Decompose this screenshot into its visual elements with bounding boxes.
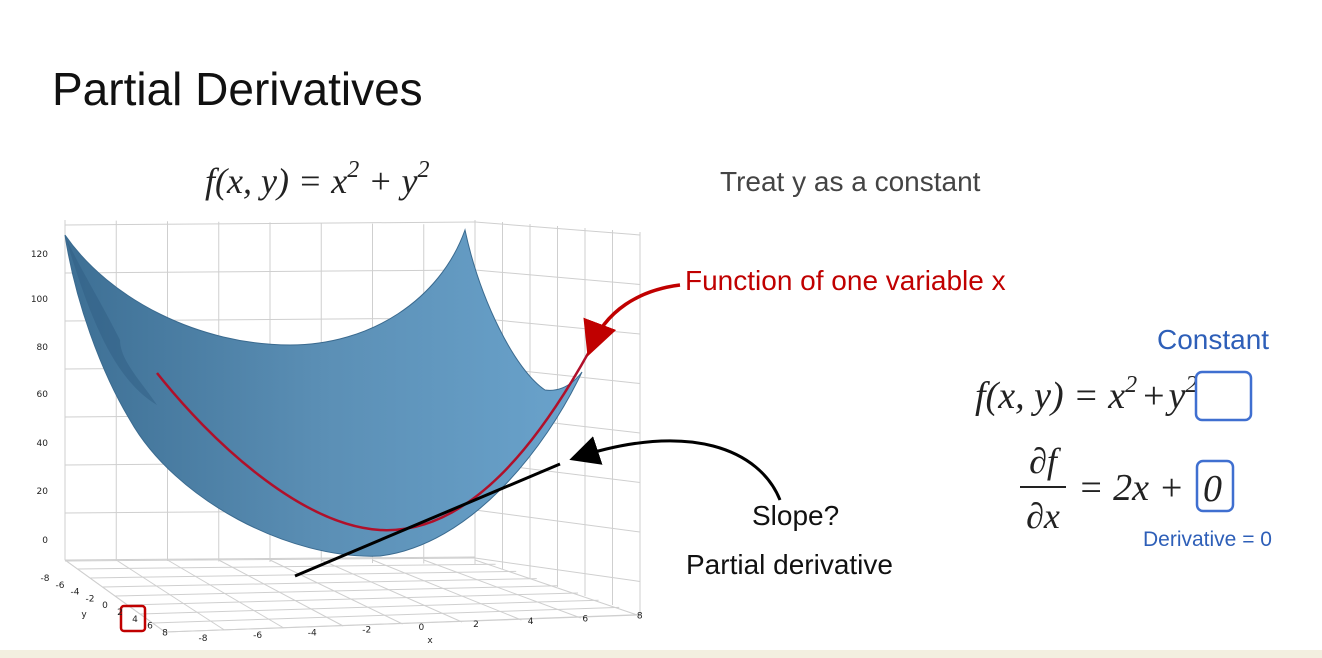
y-tick-label: -4 [71,588,80,598]
grid-line [64,221,476,226]
fr-exp: 2 [1125,372,1137,398]
curve [156,349,592,532]
grid-line [139,599,599,615]
z-tick-label: 80 [37,343,49,353]
z-tick-label: 100 [31,295,48,305]
arrow-black [569,436,782,501]
z-tick-label: 20 [37,487,49,497]
grid-line [64,556,476,561]
d-den: ∂x [1026,496,1060,536]
grid-line [423,559,581,619]
x-tick-label: -6 [253,631,262,641]
y-tick-label: 2 [117,608,123,618]
fr-plus: + [1143,375,1164,417]
grid-line [102,578,537,588]
d-rhs: = 2x + [1078,467,1184,509]
grid-line [321,559,463,623]
grid-line [269,559,403,625]
superscript: 2 [418,157,430,183]
y-tick-label: 8 [162,628,168,638]
surface [64,228,583,557]
grid-line [64,557,476,562]
formula-part: f(x, y) = x [205,161,347,201]
fr-yexp: 2 [1185,372,1197,398]
slide-title: Partial Derivatives [52,63,423,115]
highlight-box [119,604,147,633]
grid-line [474,559,641,617]
grid-line [167,559,285,629]
x-tick-label: 6 [582,614,588,624]
y-axis-label: y [81,610,87,620]
grid-line [127,592,579,606]
z-tick-label: 120 [31,250,48,260]
fr-lhs: f(x, y) = x [975,375,1125,417]
y-tick-label: -2 [86,594,95,604]
box-y2 [1194,370,1253,422]
derivative-note: Derivative = 0 [1143,528,1272,551]
grid-line [164,614,641,633]
fr-y: y [1165,375,1186,417]
slope-label: Slope? [752,500,839,531]
x-tick-label: -4 [308,628,317,638]
grid-line [77,563,496,570]
formula-top: f(x, y) = x2 + y2 [205,157,430,201]
x-tick-label: 2 [473,620,479,630]
x-axis-label: x [427,636,433,646]
grid-line [64,559,166,633]
x-tick-label: -8 [199,634,208,644]
x-tick-label: -2 [362,626,371,636]
partial-label: Partial derivative [686,549,893,580]
z-tick-label: 0 [42,536,48,546]
z-tick-label: 40 [37,439,49,449]
y-tick-label: 0 [102,601,108,611]
d-num: ∂f [1029,441,1062,481]
y-tick-label: 4 [132,615,138,625]
y-tick-label: -6 [56,581,65,591]
box-zero [1195,459,1235,513]
x-tick-label: 8 [637,612,643,622]
superscript: 2 [347,157,359,183]
x-tick-label: 0 [419,623,425,633]
grid-line [218,559,344,627]
grid-line [114,585,558,597]
grid-line [64,269,476,274]
grid-line [372,559,522,621]
grid-line [152,606,620,624]
formula-part: + y [359,161,417,201]
y-tick-label: 6 [147,622,153,632]
x-tick-label: 4 [528,617,534,627]
arrow-red [583,283,681,357]
grid-line [89,570,517,579]
curve-label: Function of one variable x [685,265,1006,296]
d-zero: 0 [1203,468,1222,510]
bottom-strip [0,650,1322,658]
formula-right: f(x, y) = x2 + y2 [975,372,1197,417]
note: Treat y as a constant [720,166,981,197]
tangent-line [294,462,561,578]
y-tick-label: -8 [41,574,50,584]
constant-label: Constant [1157,324,1269,355]
z-tick-label: 60 [37,390,49,400]
